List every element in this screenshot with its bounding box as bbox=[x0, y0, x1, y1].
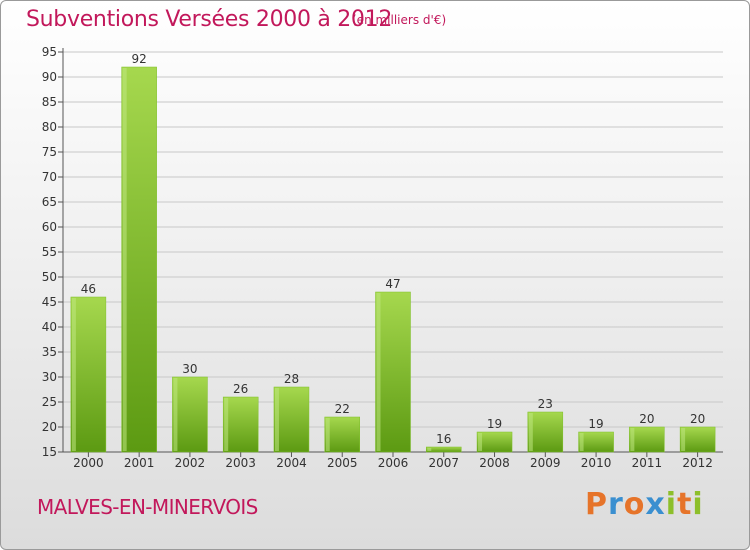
data-label-2011: 20 bbox=[639, 412, 654, 426]
bar-2006 bbox=[375, 291, 411, 453]
y-tick-label: 15 bbox=[42, 445, 57, 459]
bar-highlight bbox=[71, 298, 76, 451]
bar-highlight bbox=[376, 293, 381, 451]
proxiti-logo: Proxiti bbox=[585, 487, 704, 522]
x-tick-label-2012: 2012 bbox=[682, 456, 713, 470]
bar-highlight bbox=[173, 378, 178, 451]
y-tick-label: 90 bbox=[42, 70, 57, 84]
y-tick-label: 20 bbox=[42, 420, 57, 434]
y-tick-label: 40 bbox=[42, 320, 57, 334]
bar-highlight bbox=[478, 433, 483, 451]
y-tick-label: 25 bbox=[42, 395, 57, 409]
bar-2008 bbox=[476, 431, 513, 453]
bar-highlight bbox=[528, 413, 533, 451]
bar-2012 bbox=[679, 426, 716, 453]
data-label-2003: 26 bbox=[233, 382, 248, 396]
y-tick-label: 70 bbox=[42, 170, 57, 184]
labels: 46 2000 92 2001 30 2002 26 2003 28 2004 22 2005 47 20… bbox=[73, 52, 713, 470]
bar-2007 bbox=[426, 446, 462, 453]
x-tick-label-2008: 2008 bbox=[479, 456, 510, 470]
x-tick-label-2010: 2010 bbox=[581, 456, 612, 470]
y-tick-label: 30 bbox=[42, 370, 57, 384]
chart-subtitle: (en milliers d'€) bbox=[352, 13, 447, 27]
x-tick-label-2001: 2001 bbox=[124, 456, 155, 470]
y-tick-label: 85 bbox=[42, 95, 57, 109]
bar-highlight bbox=[325, 418, 330, 451]
bar-highlight bbox=[224, 398, 229, 451]
x-tick-label-2005: 2005 bbox=[327, 456, 358, 470]
data-label-2008: 19 bbox=[487, 417, 502, 431]
data-label-2007: 16 bbox=[436, 432, 451, 446]
y-tick-label: 95 bbox=[42, 45, 57, 59]
bars bbox=[70, 66, 716, 453]
data-label-2004: 28 bbox=[284, 372, 299, 386]
data-label-2005: 22 bbox=[335, 402, 350, 416]
data-label-2002: 30 bbox=[182, 362, 197, 376]
y-tick-label: 60 bbox=[42, 220, 57, 234]
x-tick-label-2002: 2002 bbox=[175, 456, 206, 470]
chart-title: Subventions Versées 2000 à 2012 bbox=[26, 7, 393, 32]
y-tick-label: 65 bbox=[42, 195, 57, 209]
y-tick-label: 75 bbox=[42, 145, 57, 159]
data-label-2001: 92 bbox=[132, 52, 147, 66]
x-tick-label-2011: 2011 bbox=[632, 456, 663, 470]
data-label-2010: 19 bbox=[588, 417, 603, 431]
bar-highlight bbox=[579, 433, 584, 451]
bar-2000 bbox=[70, 296, 107, 453]
data-label-2012: 20 bbox=[690, 412, 705, 426]
y-tick-label: 80 bbox=[42, 120, 57, 134]
bar-2011 bbox=[629, 426, 665, 453]
x-tick-label-2003: 2003 bbox=[225, 456, 256, 470]
bar-highlight bbox=[427, 448, 432, 451]
bar-2003 bbox=[222, 396, 259, 453]
y-tick-label: 55 bbox=[42, 245, 57, 259]
x-tick-label-2009: 2009 bbox=[530, 456, 561, 470]
data-label-2009: 23 bbox=[538, 397, 553, 411]
bar-highlight bbox=[274, 388, 279, 451]
x-tick-label-2000: 2000 bbox=[73, 456, 104, 470]
bar-2002 bbox=[172, 376, 208, 453]
bar-highlight bbox=[681, 428, 686, 451]
data-label-2006: 47 bbox=[385, 277, 400, 291]
commune-name: MALVES-EN-MINERVOIS bbox=[37, 495, 258, 519]
y-tick-label: 35 bbox=[42, 345, 57, 359]
bar-2001 bbox=[121, 66, 157, 453]
x-tick-label-2004: 2004 bbox=[276, 456, 307, 470]
y-tick-label: 50 bbox=[42, 270, 57, 284]
bar-highlight bbox=[122, 68, 127, 451]
bar-2005 bbox=[324, 416, 360, 453]
bar-highlight bbox=[630, 428, 635, 451]
bar-2004 bbox=[273, 386, 310, 453]
bar-2009 bbox=[527, 411, 564, 453]
data-label-2000: 46 bbox=[81, 282, 96, 296]
x-tick-label-2007: 2007 bbox=[428, 456, 459, 470]
y-tick-label: 45 bbox=[42, 295, 57, 309]
bar-2010 bbox=[578, 431, 614, 453]
x-tick-label-2006: 2006 bbox=[378, 456, 409, 470]
